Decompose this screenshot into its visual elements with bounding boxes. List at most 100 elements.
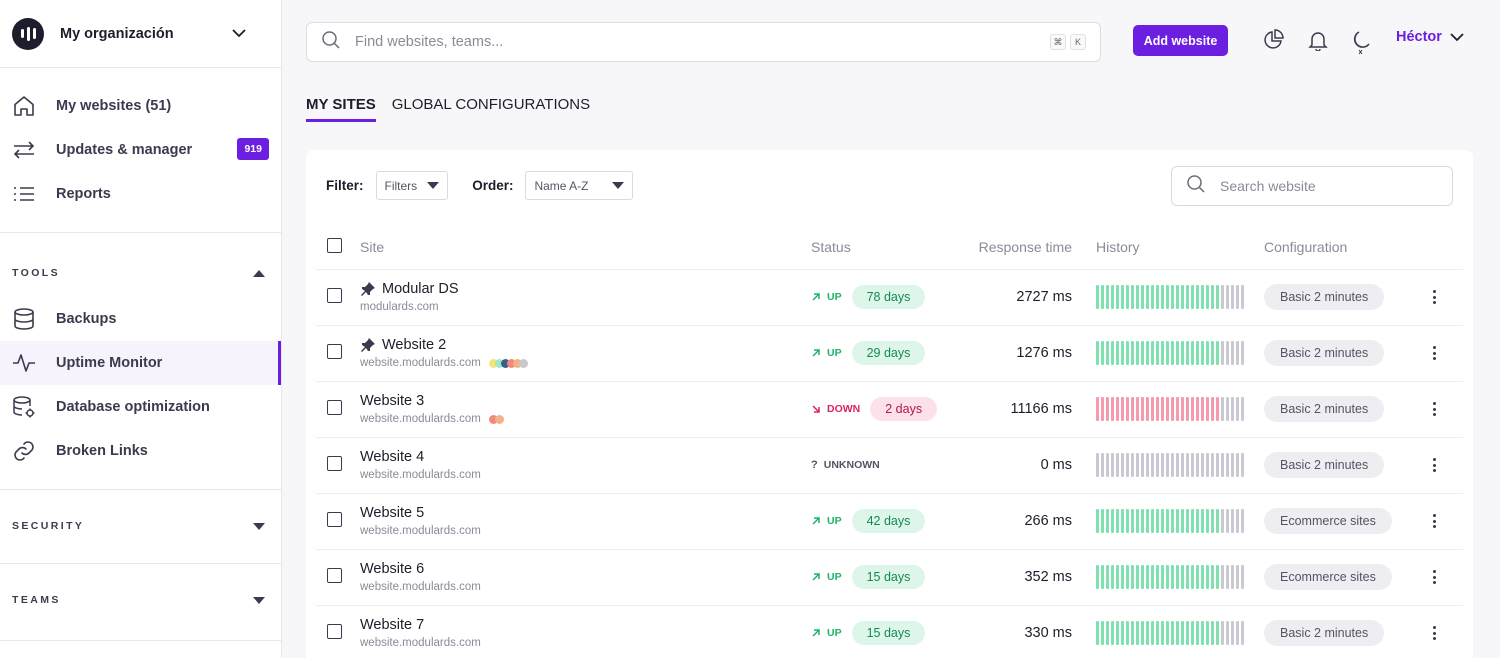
site-cell[interactable]: Modular DS modulards.com: [360, 269, 811, 326]
row-checkbox[interactable]: [327, 568, 342, 583]
history-bar: [1111, 397, 1114, 421]
row-checkbox[interactable]: [327, 344, 342, 359]
configuration-badge[interactable]: Basic 2 minutes: [1264, 284, 1385, 310]
site-cell[interactable]: Website 2 website.modulards.com: [360, 325, 811, 382]
activity-icon: [12, 351, 36, 375]
configuration-badge[interactable]: Basic 2 minutes: [1264, 396, 1385, 422]
website-search[interactable]: Search website: [1171, 166, 1453, 206]
moon-icon[interactable]: [1350, 30, 1374, 55]
global-search-input[interactable]: Find websites, teams...: [355, 34, 504, 50]
history-bar: [1241, 509, 1244, 533]
pie-chart-icon[interactable]: [1261, 28, 1285, 52]
configuration-badge[interactable]: Basic 2 minutes: [1264, 452, 1385, 478]
nav-item-uptime-monitor[interactable]: Uptime Monitor: [0, 341, 281, 385]
order-select[interactable]: Name A-Z: [525, 171, 634, 200]
filter-select[interactable]: Filters: [375, 171, 449, 200]
caret-down-icon[interactable]: [253, 596, 265, 604]
history-bar: [1136, 397, 1139, 421]
site-name[interactable]: Website 4: [360, 449, 425, 465]
col-status[interactable]: Status: [811, 226, 968, 270]
status-indicator: DOWN 2 days: [811, 397, 968, 421]
row-checkbox[interactable]: [327, 456, 342, 471]
tab-global-configurations[interactable]: GLOBAL CONFIGURATIONS: [391, 96, 591, 113]
history-bar: [1141, 341, 1144, 365]
caret-down-icon[interactable]: [253, 522, 265, 530]
nav-item-my-websites[interactable]: My websites (51): [0, 84, 281, 128]
site-name[interactable]: Website 3: [360, 393, 425, 409]
nav-item-database-optimization[interactable]: Database optimization: [0, 385, 281, 429]
config-cell: Ecommerce sites: [1264, 493, 1426, 550]
nav-item-backups[interactable]: Backups: [0, 297, 281, 341]
site-cell[interactable]: Website 6 website.modulards.com: [360, 549, 811, 606]
status-duration-badge: 42 days: [851, 509, 926, 533]
site-cell[interactable]: Website 7 website.modulards.com: [360, 605, 811, 658]
history-bar: [1186, 509, 1189, 533]
site-name[interactable]: Website 6: [360, 561, 425, 577]
row-checkbox[interactable]: [327, 624, 342, 639]
site-name[interactable]: Modular DS: [382, 281, 459, 297]
configuration-badge[interactable]: Basic 2 minutes: [1264, 620, 1385, 646]
history-bar: [1196, 565, 1199, 589]
nav-item-updates-manager[interactable]: Updates & manager 919: [0, 128, 281, 172]
team-dot: [512, 358, 522, 368]
site-cell[interactable]: Website 4 website.modulards.com: [360, 437, 811, 494]
select-all-checkbox[interactable]: [327, 238, 342, 254]
site-cell[interactable]: Website 5 website.modulards.com: [360, 493, 811, 550]
caret-up-icon[interactable]: [253, 269, 265, 277]
nav-item-broken-links[interactable]: Broken Links: [0, 429, 281, 473]
more-vertical-icon[interactable]: [1426, 514, 1442, 528]
table-row[interactable]: Website 3 website.modulards.com DOWN 2 days…: [316, 381, 1463, 438]
nav-item-reports[interactable]: Reports: [0, 172, 281, 216]
site-name[interactable]: Website 2: [382, 337, 447, 353]
row-checkbox[interactable]: [327, 512, 342, 527]
history-bar: [1106, 509, 1109, 533]
user-menu[interactable]: Héctor: [1396, 29, 1464, 45]
row-checkbox[interactable]: [327, 400, 342, 415]
history-bar: [1161, 509, 1164, 533]
more-vertical-icon[interactable]: [1426, 290, 1442, 304]
more-vertical-icon[interactable]: [1426, 402, 1442, 416]
filter-value: Filters: [384, 178, 418, 193]
status-text: UP: [827, 291, 842, 303]
tab-my-sites[interactable]: MY SITES: [306, 96, 376, 122]
chevron-down-icon[interactable]: [227, 22, 251, 46]
col-configuration[interactable]: Configuration: [1264, 226, 1426, 270]
more-vertical-icon[interactable]: [1426, 458, 1442, 472]
actions-cell: [1426, 549, 1463, 606]
bell-icon[interactable]: [1306, 28, 1330, 52]
configuration-badge[interactable]: Basic 2 minutes: [1264, 340, 1385, 366]
security-section-header[interactable]: SECURITY: [0, 508, 281, 544]
tools-section-header[interactable]: TOOLS: [0, 255, 281, 291]
site-name[interactable]: Website 7: [360, 617, 425, 633]
history-bar: [1151, 453, 1154, 477]
global-search[interactable]: Find websites, teams... ⌘ K: [306, 22, 1101, 62]
site-name[interactable]: Website 5: [360, 505, 425, 521]
table-row[interactable]: Website 4 website.modulards.com? UNKNOWN 0 …: [316, 437, 1463, 494]
more-vertical-icon[interactable]: [1426, 570, 1442, 584]
uptime-history: [1096, 397, 1264, 421]
more-vertical-icon[interactable]: [1426, 346, 1442, 360]
more-vertical-icon[interactable]: [1426, 626, 1442, 640]
history-bar: [1131, 397, 1134, 421]
configuration-badge[interactable]: Ecommerce sites: [1264, 508, 1392, 534]
table-row[interactable]: Website 7 website.modulards.com UP 15 days 3…: [316, 605, 1463, 658]
table-row[interactable]: Website 2 website.modulards.com UP 29 days 1…: [316, 325, 1463, 382]
row-select-cell: [316, 381, 360, 438]
website-search-input[interactable]: Search website: [1220, 178, 1316, 194]
row-checkbox[interactable]: [327, 288, 342, 303]
history-cell: [1096, 381, 1264, 438]
history-bar: [1131, 341, 1134, 365]
configuration-badge[interactable]: Ecommerce sites: [1264, 564, 1392, 590]
table-row[interactable]: Website 5 website.modulards.com UP 42 days 2…: [316, 493, 1463, 550]
arrow-up-right-icon: [812, 349, 820, 357]
status-indicator: ? UNKNOWN: [811, 459, 968, 471]
table-row[interactable]: Modular DS modulards.com UP 78 days 2727 ms B…: [316, 269, 1463, 326]
col-site[interactable]: Site: [360, 226, 811, 270]
site-cell[interactable]: Website 3 website.modulards.com: [360, 381, 811, 438]
org-switcher[interactable]: My organización: [0, 0, 281, 68]
table-row[interactable]: Website 6 website.modulards.com UP 15 days 3…: [316, 549, 1463, 606]
teams-section-header[interactable]: TEAMS: [0, 582, 281, 618]
history-bar: [1136, 341, 1139, 365]
col-response-time[interactable]: Response time: [968, 226, 1096, 270]
add-website-button[interactable]: Add website: [1133, 25, 1228, 56]
